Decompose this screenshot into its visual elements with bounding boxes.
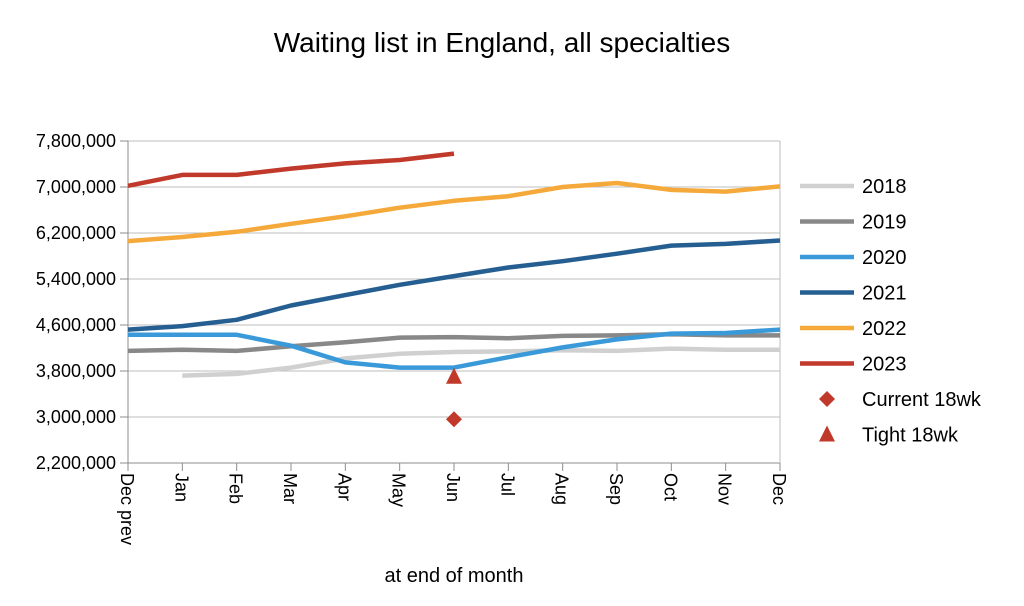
series-line-2018 (182, 346, 780, 378)
x-tick-label: Aug (552, 473, 572, 505)
x-tick-label: Oct (660, 473, 680, 501)
legend-label-tight-18wk: Tight 18wk (862, 425, 959, 447)
legend-label-2021: 2021 (862, 283, 907, 305)
series-line-2020 (128, 327, 781, 370)
x-axis-label: at end of month (385, 565, 524, 587)
markers (446, 367, 462, 428)
marker-current-18wk (446, 411, 462, 428)
y-tick-label: 6,200,000 (36, 223, 116, 243)
legend-label-2022: 2022 (862, 318, 907, 340)
x-tick-label: Feb (226, 473, 246, 504)
x-tick-label: May (389, 473, 409, 507)
y-tick-label: 7,800,000 (36, 131, 116, 151)
legend-label-2019: 2019 (862, 212, 907, 234)
legend-label-2023: 2023 (862, 354, 907, 376)
series-line-2021 (127, 238, 781, 332)
x-tick-label: Jan (171, 473, 191, 502)
y-tick-labels: 2,200,000 3,000,000 3,800,000 4,600,000 5,40… (36, 131, 116, 473)
legend-label-2020: 2020 (862, 247, 907, 269)
y-tick-label: 5,400,000 (36, 269, 116, 289)
x-tick-label: Sep (606, 473, 626, 505)
y-tick-label: 2,200,000 (36, 453, 116, 473)
legend-swatch-tight-18wk (819, 425, 835, 442)
y-tick-label: 3,000,000 (36, 407, 116, 427)
x-tick-label: Dec prev (117, 473, 137, 545)
x-tick-label: Nov (715, 473, 735, 505)
legend-label-current-18wk: Current 18wk (862, 389, 982, 411)
x-tick-label: Apr (334, 473, 354, 501)
legend-swatch-current-18wk (819, 391, 835, 407)
y-tick-label: 4,600,000 (36, 315, 116, 335)
x-tick-label: Dec (769, 473, 789, 505)
x-tick-label: Jun (443, 473, 463, 502)
x-tick-labels: Dec prev Jan Feb Mar Apr May Jun Jul Aug Sep Oct No… (117, 473, 789, 545)
legend-label-2018: 2018 (862, 176, 907, 198)
y-tick-label: 3,800,000 (36, 361, 116, 381)
x-tick-label: Mar (280, 473, 300, 504)
axes (120, 140, 781, 471)
legend: 2018 2019 2020 2021 2022 2023 Current 18wk Tigh… (800, 176, 982, 447)
x-tick-label: Jul (497, 473, 517, 496)
chart-title: Waiting list in England, all specialties (274, 27, 731, 58)
marker-tight-18wk (446, 367, 462, 384)
y-tick-label: 7,000,000 (36, 177, 116, 197)
series-line-2023 (127, 151, 455, 189)
series-lines (127, 151, 781, 378)
series-line-2022 (127, 180, 781, 244)
